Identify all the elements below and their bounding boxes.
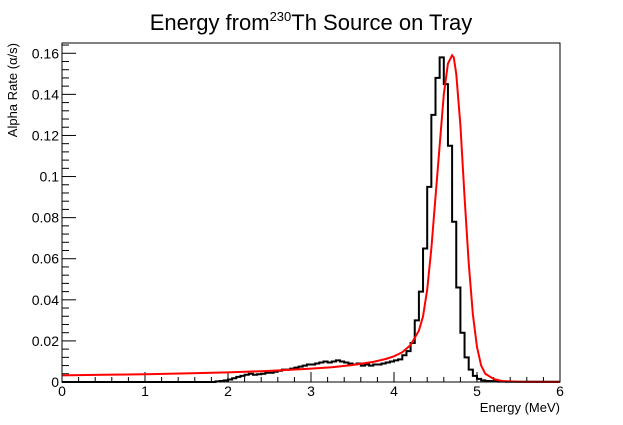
plot-frame	[61, 42, 561, 383]
x-tick-label: 3	[307, 383, 315, 399]
y-tick-label: 0.12	[32, 127, 59, 143]
axis-tick-labels: 0 1 2 3 4 5 6 0 0.02 0.04 0.06 0.08 0.1 0.12 0.14 0.16	[32, 45, 564, 399]
chart-title-suffix: Th Source on Tray	[291, 10, 472, 35]
y-tick-label: 0.02	[32, 333, 59, 349]
y-tick-label: 0.08	[32, 210, 59, 226]
chart-title-prefix: Energy from	[150, 10, 270, 35]
chart-title: Energy from230Th Source on Tray	[150, 9, 473, 35]
x-tick-label: 6	[556, 383, 564, 399]
chart-title-superscript: 230	[270, 9, 292, 24]
y-tick-label: 0.14	[32, 86, 59, 102]
data-histogram	[62, 56, 560, 383]
x-tick-label: 1	[141, 383, 149, 399]
axis-ticks	[61, 44, 561, 383]
y-tick-label: 0.16	[32, 45, 59, 61]
y-axis-title: Alpha Rate (α/s)	[5, 43, 20, 137]
y-tick-label: 0.06	[32, 251, 59, 267]
series-layer	[61, 53, 561, 383]
fit-curve	[61, 53, 561, 383]
y-tick-label: 0.1	[40, 169, 60, 185]
y-tick-label: 0.04	[32, 292, 59, 308]
x-tick-label: 5	[473, 383, 481, 399]
x-tick-label: 0	[58, 383, 66, 399]
y-tick-label: 0	[51, 374, 59, 390]
x-tick-label: 4	[390, 383, 398, 399]
x-tick-label: 2	[224, 383, 232, 399]
x-axis-title: Energy (MeV)	[480, 400, 560, 415]
